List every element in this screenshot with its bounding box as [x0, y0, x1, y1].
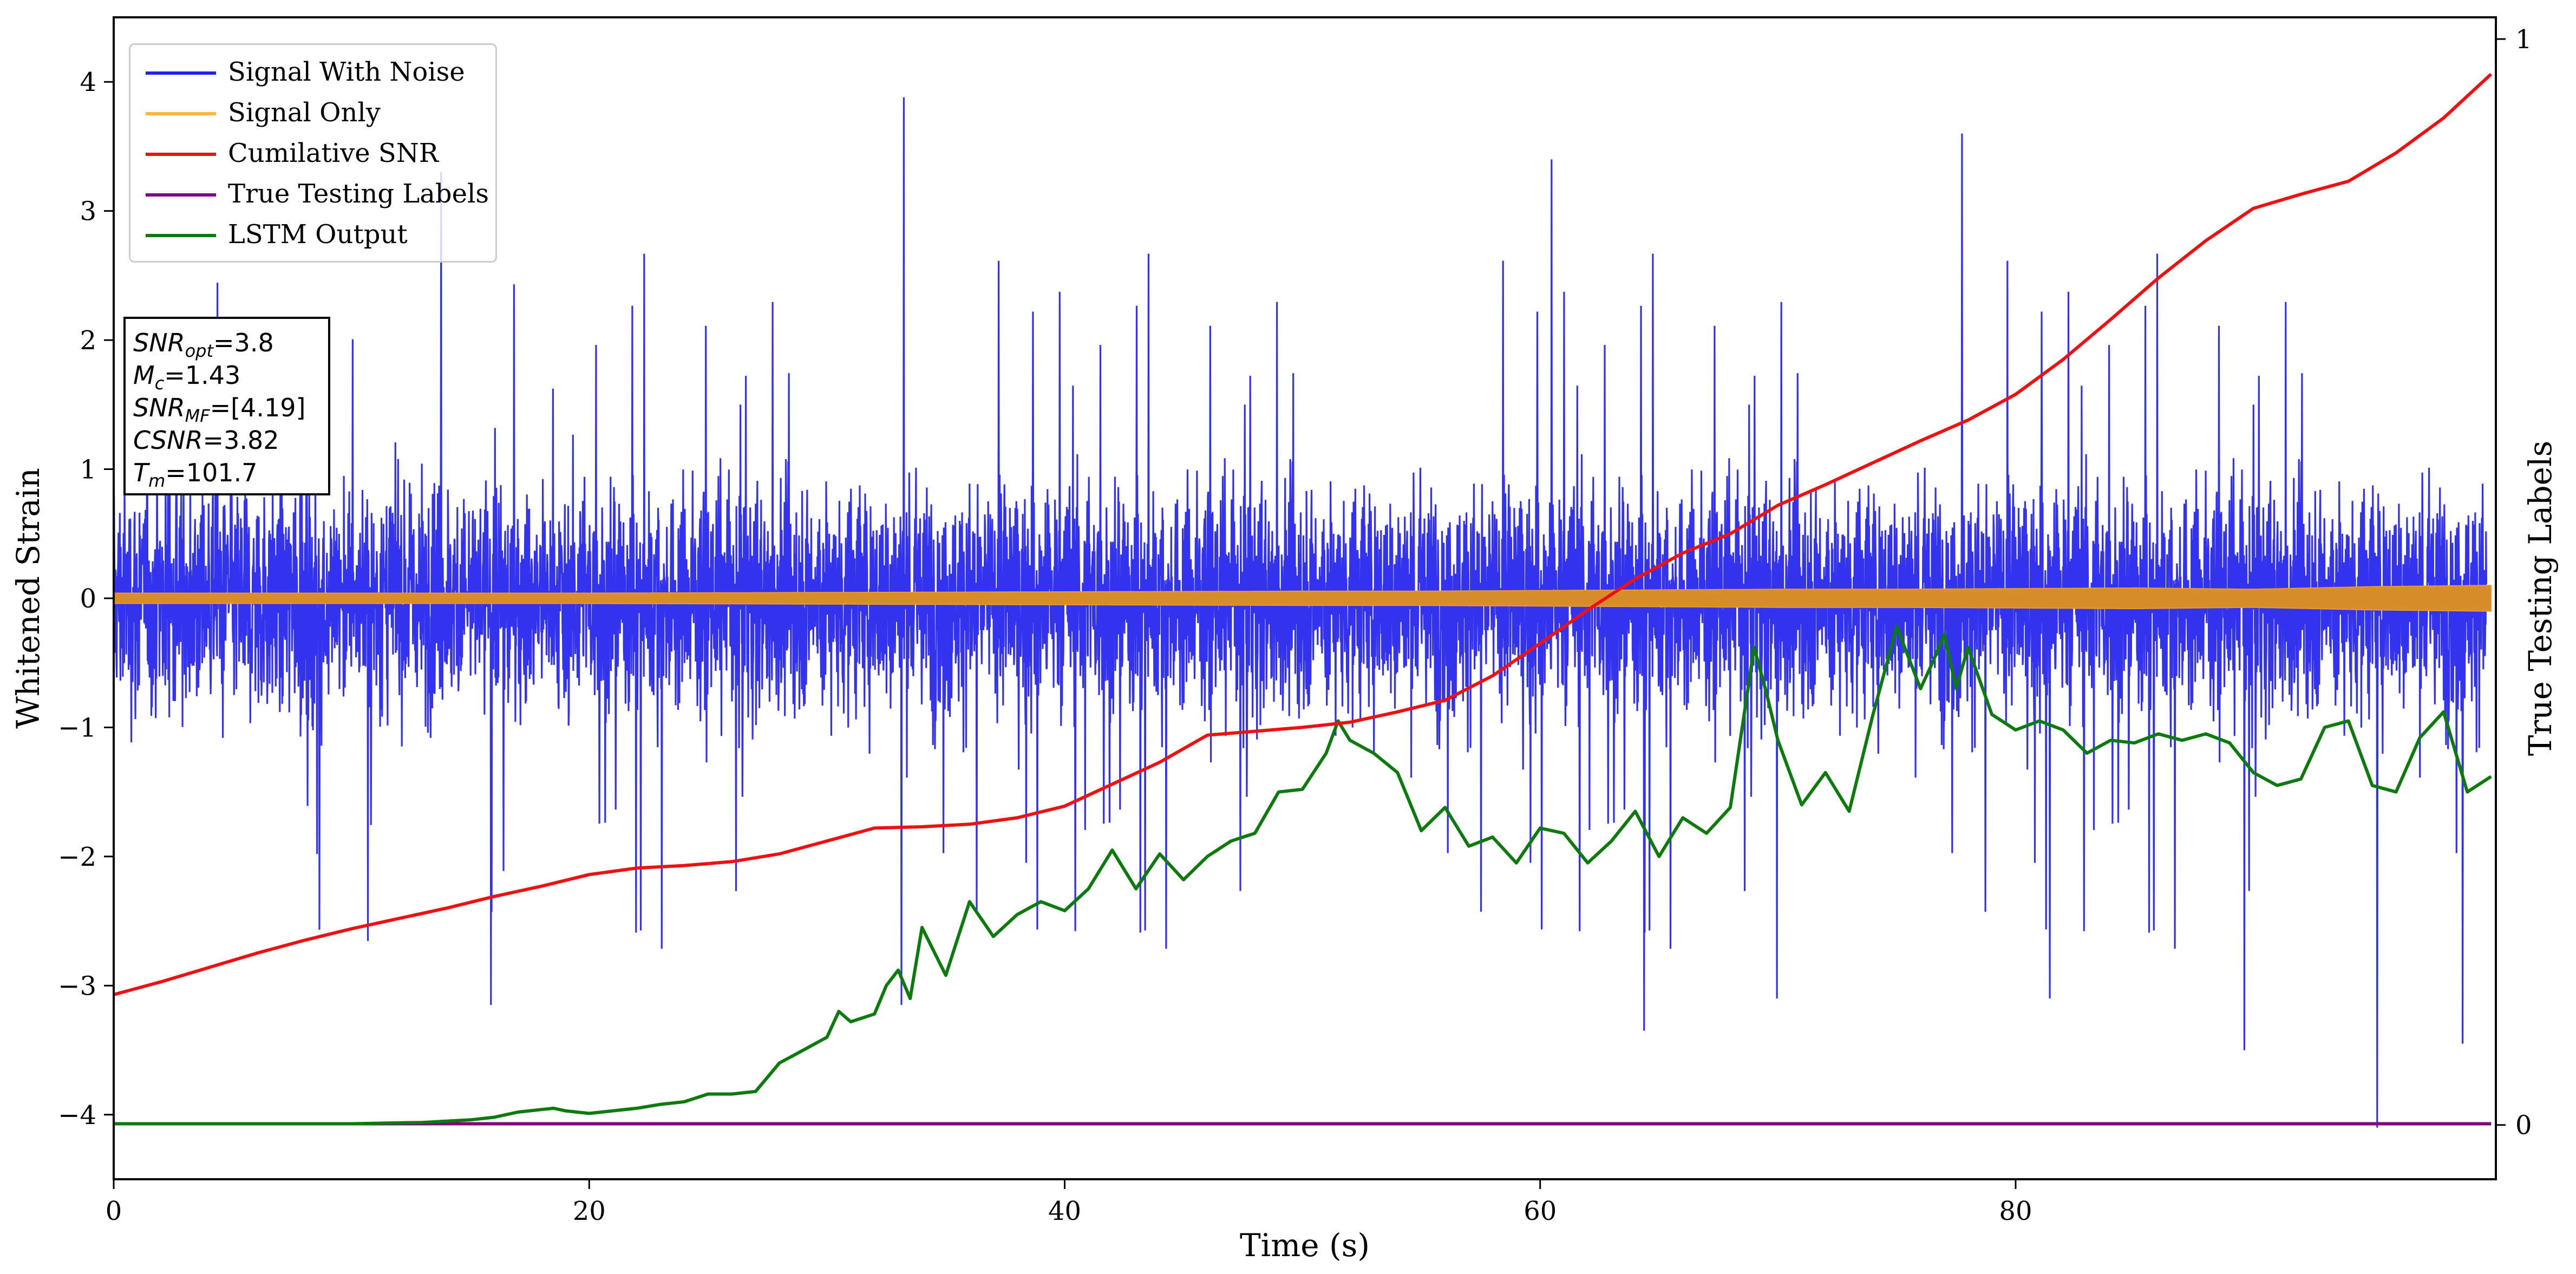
series-cumulative-snr [114, 73, 2493, 996]
legend-swatch [146, 153, 216, 156]
series-lstm-output [114, 625, 2492, 1126]
legend: Signal With Noise Signal Only Cumilative… [129, 43, 497, 263]
legend-item-signal-with-noise: Signal With Noise [130, 53, 495, 93]
y2-axis-label: True Testing Labels [2522, 441, 2559, 756]
y-tick-label: −1 [58, 713, 96, 743]
y-tick-label: 2 [80, 325, 96, 356]
y2-tick-label: 1 [2515, 24, 2532, 55]
legend-swatch [146, 234, 216, 237]
legend-label: LSTM Output [228, 219, 408, 250]
series-signal-only [114, 585, 2492, 612]
x-tick-label: 80 [1999, 1196, 2032, 1226]
y-tick-label: 3 [80, 197, 96, 227]
plot-area [114, 73, 2493, 1128]
info-snr-mf: SNRMF=[4.19] [133, 393, 306, 426]
y-tick-label: −2 [58, 842, 96, 872]
y-tick-label: 0 [80, 584, 96, 614]
y-tick-label: −3 [58, 971, 96, 1001]
x-tick-label: 60 [1524, 1196, 1557, 1226]
y-tick-label: 1 [80, 455, 96, 485]
y2-tick-label: 0 [2515, 1110, 2532, 1141]
x-axis-label: Time (s) [1240, 1227, 1370, 1264]
info-csnr: CSNR=3.82 [133, 426, 279, 455]
x-tick-label: 40 [1048, 1196, 1081, 1226]
legend-label: Signal With Noise [228, 57, 465, 87]
legend-swatch [146, 71, 216, 75]
legend-swatch [146, 193, 216, 197]
legend-item-signal-only: Signal Only [130, 93, 495, 134]
y-tick-label: −4 [58, 1100, 96, 1131]
info-mc: Mc=1.43 [133, 361, 241, 394]
legend-swatch [146, 112, 216, 115]
series-signal-with-noise [114, 97, 2487, 1128]
x-tick-label: 20 [573, 1196, 606, 1226]
y-tick-label: 4 [80, 67, 96, 97]
legend-item-lstm-output: LSTM Output [130, 215, 495, 256]
info-box: SNRopt=3.8 Mc=1.43 SNRMF=[4.19] CSNR=3.8… [123, 317, 330, 495]
info-snr-opt: SNRopt=3.8 [133, 328, 274, 361]
x-tick-label: 0 [106, 1196, 122, 1226]
legend-item-cumulative-snr: Cumilative SNR [130, 134, 495, 174]
info-tm: Tm=101.7 [133, 458, 258, 491]
legend-label: True Testing Labels [228, 179, 489, 209]
legend-label: Signal Only [228, 97, 381, 128]
legend-item-true-testing-labels: True Testing Labels [130, 174, 495, 215]
legend-label: Cumilative SNR [228, 138, 439, 168]
y-axis-label: Whitened Strain [10, 468, 47, 729]
